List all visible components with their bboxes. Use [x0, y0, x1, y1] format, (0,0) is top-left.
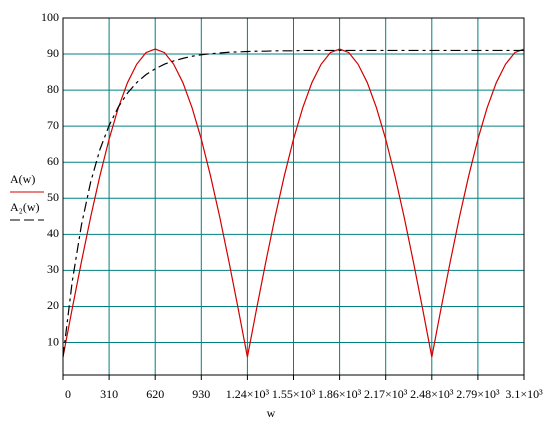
x-tick-label: 2.17×10³: [364, 387, 408, 401]
y-tick-label: 70: [47, 118, 59, 132]
x-tick-label: 0: [65, 387, 71, 401]
x-tick-label: 2.48×10³: [410, 387, 454, 401]
x-tick-label: 2.79×10³: [456, 387, 500, 401]
y-tick-label: 60: [47, 154, 59, 168]
plot-frame: [62, 17, 525, 376]
x-tick-label: 1.24×10³: [226, 387, 270, 401]
x-tick-label: 3.1×10³: [505, 387, 543, 401]
y-tick-label: 100: [41, 10, 59, 24]
y-tick-label: 50: [47, 190, 59, 204]
x-tick-label: 620: [146, 387, 164, 401]
y-tick-label: 10: [47, 334, 59, 348]
legend-label: A₂(w): [10, 200, 40, 214]
y-tick-label: 30: [47, 262, 59, 276]
x-tick-label: 1.86×10³: [318, 387, 362, 401]
y-tick-label: 20: [47, 298, 59, 312]
y-tick-label: 90: [47, 46, 59, 60]
y-tick-label: 80: [47, 82, 59, 96]
data-line: [62, 48, 525, 358]
x-tick-label: 930: [192, 387, 210, 401]
y-tick-label: 40: [47, 226, 59, 240]
x-axis-label: w: [267, 406, 276, 420]
x-tick-label: 310: [100, 387, 118, 401]
x-tick-label: 1.55×10³: [272, 387, 316, 401]
legend-label: A(w): [10, 172, 35, 186]
